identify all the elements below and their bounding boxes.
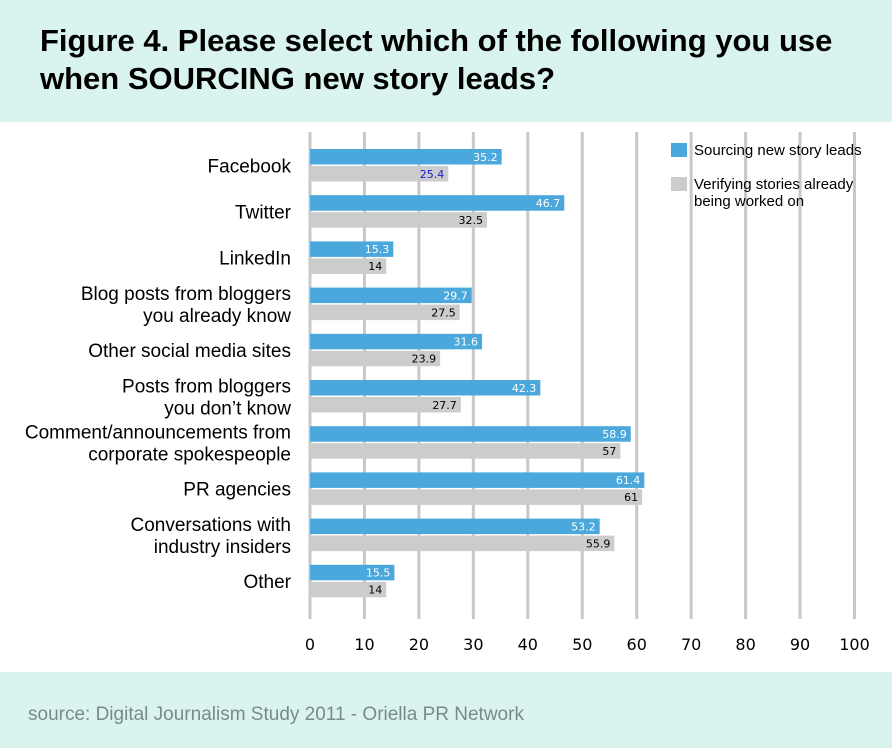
- category-label: Other: [243, 572, 291, 593]
- bar-value-label: 53.2: [571, 520, 596, 533]
- category-label: Comment/announcements from: [25, 422, 291, 443]
- x-tick-label: 90: [790, 635, 810, 654]
- legend-label: Verifying stories already: [694, 176, 854, 193]
- bar: [310, 489, 643, 505]
- bar: [310, 443, 621, 459]
- bar: [310, 350, 441, 367]
- x-tick-label: 0: [305, 635, 315, 654]
- bar-value-label: 58.9: [602, 428, 627, 441]
- x-tick-label: 50: [572, 635, 592, 654]
- x-tick-label: 30: [463, 635, 483, 654]
- bar: [310, 333, 483, 350]
- bar: [310, 166, 449, 182]
- category-label: you already know: [143, 306, 291, 327]
- bar: [310, 581, 387, 598]
- bar-chart: 35.2 25.4 46.7 32.5 15.3 14 29.7 27.5 31.6 23.9 42…: [25, 132, 870, 654]
- footer-panel: [0, 672, 892, 748]
- category-label: Blog posts from bloggers: [81, 284, 291, 305]
- category-label: Conversations with: [130, 515, 291, 536]
- legend-label: Sourcing new story leads: [694, 142, 862, 159]
- bar: [310, 287, 472, 304]
- bar-value-label: 27.7: [432, 399, 457, 412]
- category-label: Facebook: [208, 156, 292, 177]
- bar-value-label: 15.5: [366, 567, 391, 580]
- category-label: you don’t know: [164, 398, 291, 419]
- bar-value-label: 57: [602, 445, 616, 458]
- bar-value-label: 46.7: [536, 197, 561, 210]
- bar: [310, 241, 394, 257]
- bar: [310, 518, 600, 535]
- x-tick-label: 70: [681, 635, 701, 654]
- category-labels: Facebook Twitter LinkedIn Blog posts from b…: [25, 156, 292, 593]
- bar: [310, 304, 460, 321]
- bar: [310, 472, 645, 488]
- category-label: Other social media sites: [88, 341, 291, 362]
- header-panel: Figure 4. Please select which of the fol…: [0, 0, 892, 122]
- bar-value-label: 15.3: [365, 243, 390, 256]
- source-note: source: Digital Journalism Study 2011 - …: [28, 704, 524, 725]
- bar: [310, 535, 615, 552]
- category-label: industry insiders: [154, 537, 291, 558]
- bar-value-label: 35.2: [473, 151, 498, 164]
- category-label: LinkedIn: [219, 249, 291, 270]
- bar: [310, 149, 502, 165]
- legend-swatch: [671, 143, 687, 157]
- bars: 35.2 25.4 46.7 32.5 15.3 14 29.7 27.5 31.6 23.9 42…: [310, 149, 645, 598]
- category-label: corporate spokespeople: [88, 444, 291, 465]
- bar: [310, 195, 565, 211]
- bar: [310, 258, 387, 274]
- bar-value-label: 31.6: [454, 336, 479, 349]
- bar-value-label: 27.5: [431, 306, 456, 319]
- bar-value-label: 61.4: [616, 474, 641, 487]
- bar-value-label: 14: [368, 584, 382, 597]
- bar-value-label: 61: [624, 491, 638, 504]
- bar-value-label: 32.5: [458, 214, 483, 227]
- bar-value-label: 55.9: [586, 537, 611, 550]
- legend: Sourcing new story leads Verifying storie…: [671, 142, 862, 210]
- bar: [310, 564, 395, 581]
- x-tick-label: 60: [627, 635, 647, 654]
- legend-label: being worked on: [694, 193, 804, 210]
- x-tick-label: 80: [735, 635, 755, 654]
- bar: [310, 380, 541, 396]
- category-label: Posts from bloggers: [122, 376, 291, 397]
- chart-title: Figure 4. Please select which of the fol…: [40, 23, 833, 96]
- category-label: Twitter: [235, 202, 292, 223]
- bar-value-label: 25.4: [420, 168, 445, 181]
- bar-value-label: 42.3: [512, 382, 537, 395]
- bar-value-label: 29.7: [443, 289, 468, 302]
- x-tick-label: 100: [839, 635, 870, 654]
- x-tick-label: 40: [518, 635, 538, 654]
- legend-swatch: [671, 177, 687, 191]
- bar: [310, 397, 461, 413]
- category-label: PR agencies: [183, 480, 291, 501]
- bar: [310, 426, 631, 442]
- x-tick-label: 20: [409, 635, 429, 654]
- x-tick-label: 10: [354, 635, 374, 654]
- x-axis-tick-labels: 0 10 20 30 40 50 60 70 80 90 100: [305, 635, 870, 654]
- bar-value-label: 23.9: [412, 353, 437, 366]
- bar: [310, 212, 487, 228]
- bar-value-label: 14: [368, 260, 382, 273]
